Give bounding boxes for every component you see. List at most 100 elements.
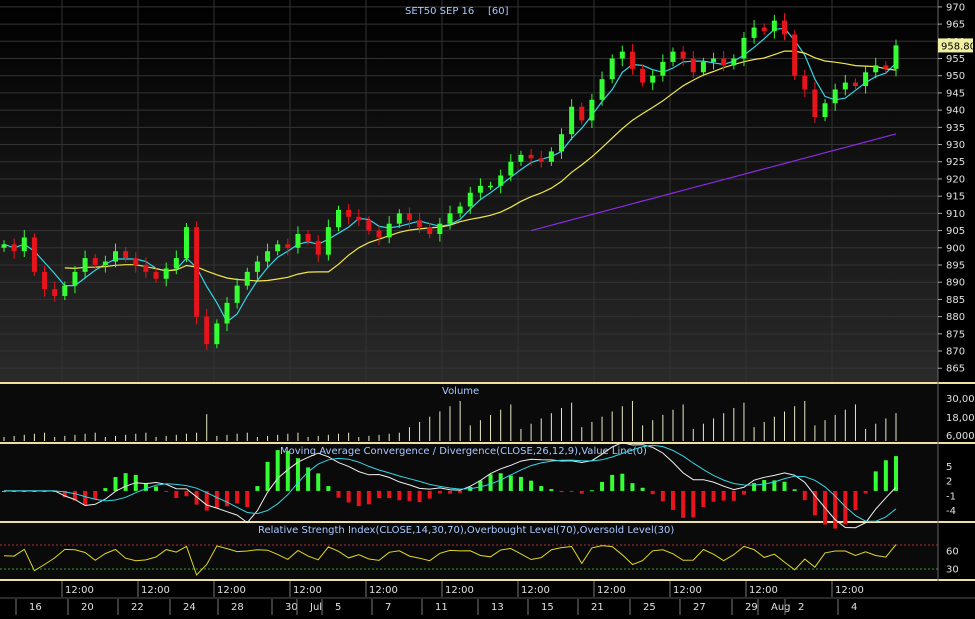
price-tick-label: 885: [946, 295, 965, 306]
date-label: 13: [491, 602, 504, 613]
date-label: 30: [285, 602, 298, 613]
candle-body: [690, 58, 696, 73]
candle-body: [761, 27, 767, 31]
macd-title: Moving Average Convergence / Divergence(…: [280, 446, 647, 457]
macd-histogram-bar: [326, 486, 331, 491]
hour-label: 12:00: [521, 585, 550, 596]
candle-body: [619, 51, 625, 59]
macd-histogram-bar: [62, 490, 67, 498]
macd-histogram-bar: [812, 490, 817, 516]
candle-body: [457, 206, 463, 214]
macd-histogram-bar: [741, 490, 746, 495]
date-label: 15: [541, 602, 554, 613]
hour-label: 12:00: [217, 585, 246, 596]
candle-body: [792, 34, 798, 76]
candle-body: [72, 271, 78, 286]
macd-histogram-bar: [630, 483, 635, 491]
candle-body: [163, 268, 169, 279]
candle-body: [396, 213, 402, 224]
candle-body: [356, 216, 362, 221]
date-label: 21: [591, 602, 604, 613]
candle-body: [406, 213, 412, 221]
candle-body: [133, 258, 139, 265]
macd-histogram-bar: [701, 490, 706, 508]
macd-histogram-bar: [285, 450, 290, 491]
candle-body: [559, 134, 564, 152]
hour-label: 12:00: [369, 585, 398, 596]
candle-body: [325, 227, 331, 255]
macd-histogram-bar: [610, 474, 615, 491]
candle-body: [21, 237, 27, 252]
candle-body: [812, 89, 818, 118]
candle-body: [173, 258, 179, 269]
date-label: 16: [29, 602, 42, 613]
candle-body: [417, 220, 423, 228]
macd-histogram-bar: [802, 490, 807, 501]
macd-histogram-bar: [458, 490, 463, 493]
date-label: 11: [435, 602, 448, 613]
macd-histogram-bar: [762, 480, 767, 491]
candle-body: [366, 220, 372, 231]
date-label: 24: [183, 602, 196, 613]
macd-histogram-bar: [295, 458, 300, 491]
candle-body: [548, 151, 554, 162]
macd-histogram-bar: [448, 490, 452, 494]
macd-histogram-bar: [782, 481, 787, 491]
macd-histogram-bar: [671, 490, 675, 510]
macd-histogram-bar: [194, 490, 199, 505]
candle-body: [599, 79, 605, 100]
ma-mid-line: [64, 50, 897, 282]
date-label: Jul: [309, 602, 322, 613]
price-tick-label: 955: [946, 54, 965, 65]
macd-histogram-bar: [589, 490, 594, 492]
macd-histogram-bar: [154, 486, 159, 491]
candle-body: [842, 82, 848, 90]
candle-body: [467, 192, 473, 207]
candle-body: [873, 65, 879, 73]
macd-histogram-bar: [883, 460, 888, 491]
macd-histogram-bar: [508, 475, 513, 491]
candle-body: [315, 240, 321, 255]
macd-histogram-bar: [214, 490, 219, 508]
candle-body: [254, 261, 260, 272]
hour-label: 12:00: [293, 585, 322, 596]
candle-body: [427, 227, 433, 235]
macd-histogram-bar: [660, 490, 665, 502]
macd-histogram-bar: [184, 490, 189, 497]
price-tick-label: 900: [946, 243, 965, 254]
price-tick-label: 915: [946, 192, 965, 203]
macd-histogram-bar: [894, 456, 898, 491]
volume-tick-label: 30,00: [946, 394, 975, 405]
date-label: 22: [131, 602, 144, 613]
macd-histogram-bar: [711, 490, 716, 502]
macd-histogram-bar: [123, 473, 128, 491]
candle-body: [113, 251, 118, 262]
candle-body: [305, 234, 311, 241]
price-tick-label: 875: [946, 329, 965, 340]
macd-histogram-bar: [143, 482, 148, 491]
date-label: 7: [385, 602, 391, 613]
macd-histogram-bar: [204, 490, 209, 511]
candle-body: [711, 58, 717, 62]
date-label: 20: [81, 602, 94, 613]
candle-body: [751, 27, 757, 38]
macd-histogram-bar: [346, 490, 351, 503]
date-label: 27: [693, 602, 706, 613]
candle-body: [852, 82, 858, 87]
macd-histogram-bar: [356, 490, 361, 507]
macd-histogram-bar: [103, 488, 108, 491]
macd-histogram-bar: [164, 490, 169, 492]
chart-interval: [60]: [488, 6, 509, 17]
date-label: Aug: [771, 602, 791, 613]
candle-body: [569, 106, 575, 135]
candle-body: [153, 271, 159, 279]
macd-histogram-bar: [427, 490, 432, 499]
macd-histogram-bar: [42, 490, 47, 492]
price-tick-label: 950: [946, 71, 965, 82]
candle-body: [234, 285, 240, 303]
candle-body: [386, 223, 392, 238]
macd-histogram-bar: [316, 473, 321, 491]
candle-body: [741, 37, 747, 59]
